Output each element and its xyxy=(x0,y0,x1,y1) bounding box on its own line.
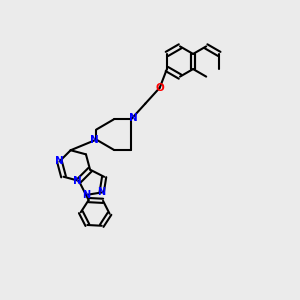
Text: N: N xyxy=(82,190,90,200)
Text: N: N xyxy=(129,113,138,123)
Text: N: N xyxy=(98,188,106,197)
Text: N: N xyxy=(73,176,82,186)
Text: N: N xyxy=(90,135,98,145)
Text: N: N xyxy=(55,156,64,167)
Text: O: O xyxy=(155,83,164,93)
